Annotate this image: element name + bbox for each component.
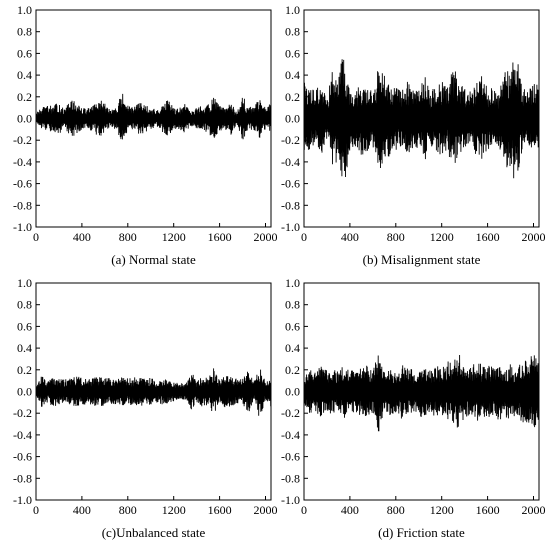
y-tick-label: 0.4 [285, 68, 300, 82]
y-tick-label: -0.8 [13, 471, 32, 485]
y-tick-label: 1.0 [285, 276, 300, 290]
panel-a: 1.0 0.8 0.6 0.4 0.2 0.0 -0.2 -0.4 -0.6 -0.8 -1.00 4… [13, 3, 277, 267]
y-tick-label: 0.4 [285, 341, 300, 355]
y-tick-label: -0.4 [13, 155, 32, 169]
panel-b: 1.0 0.8 0.6 0.4 0.2 0.0 -0.2 -0.4 -0.6 -0.8 -1.00 4… [281, 3, 545, 267]
y-tick-label: -0.8 [281, 198, 300, 212]
signal-line [303, 59, 540, 179]
signal-line [35, 93, 272, 140]
x-tick-label: 400 [341, 230, 359, 244]
y-tick-label: -0.6 [13, 450, 32, 464]
y-tick-label: -0.4 [281, 155, 300, 169]
y-tick-label: 0.6 [285, 319, 300, 333]
y-tick-label: 0.8 [17, 298, 32, 312]
x-tick-label: 0 [301, 503, 307, 517]
y-tick-label: 0.8 [285, 298, 300, 312]
x-tick-label: 0 [301, 230, 307, 244]
x-tick-label: 2000 [521, 230, 545, 244]
x-tick-label: 1600 [208, 503, 232, 517]
signal-line [35, 368, 272, 416]
y-tick-label: -0.8 [281, 471, 300, 485]
panel-caption: (d) Friction state [378, 525, 465, 540]
y-tick-label: 0.2 [285, 90, 300, 104]
x-tick-label: 1200 [430, 230, 454, 244]
x-tick-label: 800 [387, 230, 405, 244]
y-tick-label: -0.2 [281, 406, 300, 420]
panel-caption: (a) Normal state [111, 252, 196, 267]
y-tick-label: -0.6 [281, 450, 300, 464]
x-tick-label: 1200 [430, 503, 454, 517]
y-tick-label: 0.8 [17, 25, 32, 39]
y-tick-label: -1.0 [13, 493, 32, 507]
x-tick-label: 400 [73, 503, 91, 517]
y-tick-label: 0.6 [17, 319, 32, 333]
y-tick-label: -0.2 [281, 133, 300, 147]
y-tick-label: 0.4 [17, 341, 32, 355]
y-tick-label: -1.0 [13, 220, 32, 234]
y-tick-label: -0.4 [13, 428, 32, 442]
y-tick-label: 0.2 [17, 363, 32, 377]
y-tick-label: 0.6 [17, 46, 32, 60]
y-tick-label: -0.2 [13, 406, 32, 420]
x-tick-label: 1200 [162, 230, 186, 244]
x-tick-label: 800 [119, 503, 137, 517]
x-tick-label: 1600 [476, 503, 500, 517]
y-tick-label: 0.0 [285, 385, 300, 399]
x-tick-label: 1600 [208, 230, 232, 244]
y-tick-label: 0.0 [17, 385, 32, 399]
y-tick-label: -0.4 [281, 428, 300, 442]
panel-caption: (c)Unbalanced state [102, 525, 206, 540]
y-tick-label: 0.0 [17, 112, 32, 126]
y-tick-label: -1.0 [281, 220, 300, 234]
y-tick-label: 1.0 [17, 276, 32, 290]
y-tick-label: 0.8 [285, 25, 300, 39]
y-tick-label: 0.0 [285, 112, 300, 126]
panel-d: 1.0 0.8 0.6 0.4 0.2 0.0 -0.2 -0.4 -0.6 -0.8 -1.00 4… [281, 276, 545, 540]
y-tick-label: 1.0 [285, 3, 300, 17]
y-tick-label: 0.4 [17, 68, 32, 82]
panel-c: 1.0 0.8 0.6 0.4 0.2 0.0 -0.2 -0.4 -0.6 -0.8 -1.00 4… [13, 276, 277, 540]
x-tick-label: 2000 [253, 503, 277, 517]
y-tick-label: 0.2 [17, 90, 32, 104]
y-tick-label: -0.6 [281, 177, 300, 191]
x-tick-label: 2000 [521, 503, 545, 517]
x-tick-label: 400 [341, 503, 359, 517]
y-tick-label: -1.0 [281, 493, 300, 507]
signal-line [303, 354, 540, 432]
panel-caption: (b) Misalignment state [363, 252, 481, 267]
x-tick-label: 400 [73, 230, 91, 244]
y-tick-label: -0.2 [13, 133, 32, 147]
y-tick-label: 0.2 [285, 363, 300, 377]
x-tick-label: 1600 [476, 230, 500, 244]
y-tick-label: 0.6 [285, 46, 300, 60]
y-tick-label: -0.6 [13, 177, 32, 191]
x-tick-label: 1200 [162, 503, 186, 517]
x-tick-label: 0 [33, 230, 39, 244]
x-tick-label: 0 [33, 503, 39, 517]
x-tick-label: 800 [119, 230, 137, 244]
y-tick-label: 1.0 [17, 3, 32, 17]
x-tick-label: 800 [387, 503, 405, 517]
x-tick-label: 2000 [253, 230, 277, 244]
y-tick-label: -0.8 [13, 198, 32, 212]
